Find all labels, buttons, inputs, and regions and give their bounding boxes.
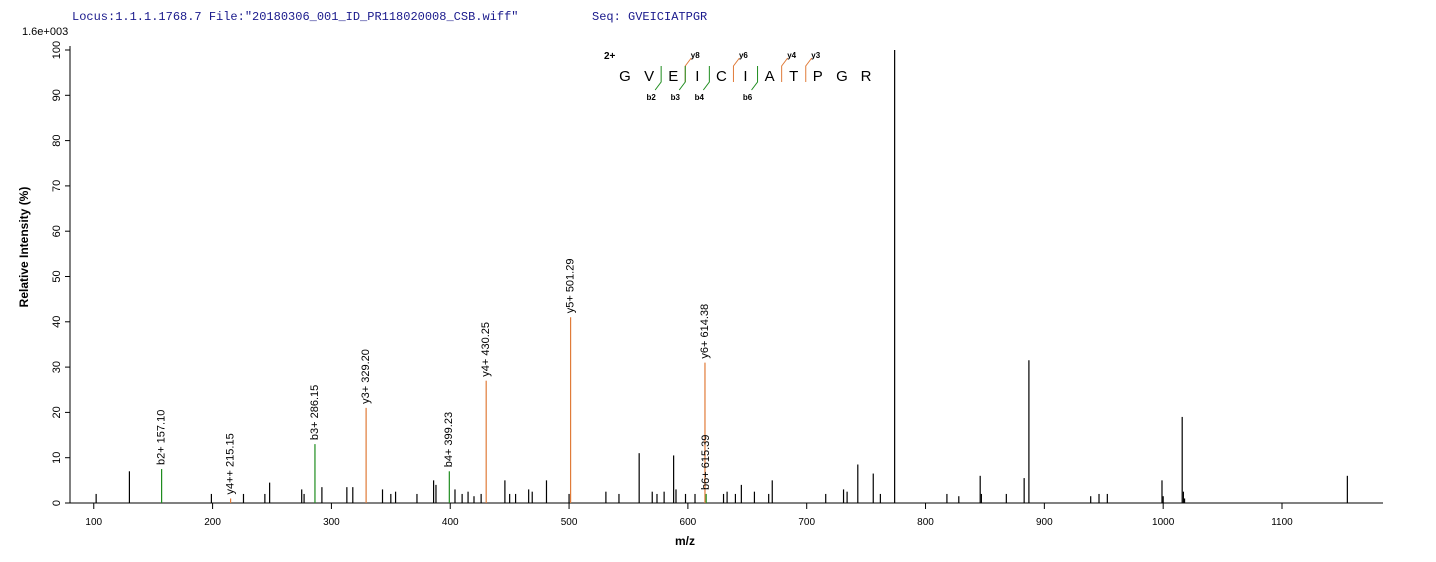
b-ion-mark (751, 66, 759, 91)
peak-label: b6+ 615.39 (700, 435, 712, 490)
peak-label: b3+ 286.15 (309, 385, 321, 440)
peak-label: y3+ 329.20 (360, 349, 372, 404)
x-axis-label: m/z (675, 534, 695, 548)
scale-label: 1.6e+003 (22, 26, 68, 38)
residue: R (861, 68, 872, 85)
y-ion-mark (805, 57, 813, 82)
y-tick-label: 100 (51, 41, 63, 59)
y-tick-label: 80 (51, 134, 63, 146)
y-tick-label: 0 (51, 500, 63, 506)
residue: V (644, 68, 654, 85)
y-tick-label: 60 (51, 225, 63, 237)
residue: G (619, 68, 631, 85)
y-tick-label: 40 (51, 316, 63, 328)
y-tick-label: 10 (51, 452, 63, 464)
peak-label: y4+ 430.25 (480, 322, 492, 377)
residue: G (836, 68, 848, 85)
header: Locus:1.1.1.1768.7 File:"20180306_001_ID… (72, 10, 518, 24)
x-tick-label: 1100 (1271, 517, 1293, 528)
sequence-title: Seq: GVEICIATPGR (592, 10, 707, 24)
residue: C (716, 68, 727, 85)
b-ion-label: b3 (671, 93, 681, 102)
y-ion-label: y3 (811, 51, 820, 60)
x-tick-label: 200 (204, 517, 221, 528)
y-axis-label: Relative Intensity (%) (17, 187, 31, 308)
residue: I (695, 68, 699, 85)
peak-label: y4++ 215.15 (224, 433, 236, 494)
x-tick-label: 800 (917, 517, 934, 528)
b-ion-mark (702, 66, 710, 91)
x-tick-label: 1000 (1152, 517, 1175, 528)
y-ion-mark (684, 57, 692, 82)
y-tick-label: 70 (51, 180, 63, 192)
x-tick-label: 400 (442, 517, 459, 528)
b-ion-mark (678, 66, 686, 91)
x-tick-label: 100 (85, 517, 102, 528)
residue: T (789, 68, 798, 85)
residue: P (813, 68, 823, 85)
x-tick-label: 600 (680, 517, 697, 528)
x-tick-label: 500 (561, 517, 578, 528)
y-tick-label: 50 (51, 270, 63, 282)
peak-label: y6+ 614.38 (699, 304, 711, 359)
b-ion-label: b4 (695, 93, 705, 102)
x-tick-label: 700 (798, 517, 815, 528)
b-ion-label: b2 (646, 93, 656, 102)
x-tick-label: 300 (323, 517, 340, 528)
peak-label: y5+ 501.29 (564, 259, 576, 314)
y-tick-label: 30 (51, 361, 63, 373)
y-tick-label: 20 (51, 406, 63, 418)
charge: 2+ (604, 51, 616, 62)
x-tick-label: 900 (1036, 517, 1053, 528)
residue: A (765, 68, 775, 85)
residue: E (668, 68, 678, 85)
y-ion-label: y8 (691, 51, 700, 60)
peak-label: b4+ 399.23 (443, 412, 455, 467)
residue: I (743, 68, 747, 85)
y-ion-label: y6 (739, 51, 748, 60)
y-ion-mark (732, 57, 740, 82)
b-ion-label: b6 (743, 93, 753, 102)
peak-label: b2+ 157.10 (156, 410, 168, 465)
y-tick-label: 90 (51, 89, 63, 101)
b-ion-mark (654, 66, 662, 91)
y-ion-mark (781, 57, 789, 82)
y-ion-label: y4 (787, 51, 796, 60)
